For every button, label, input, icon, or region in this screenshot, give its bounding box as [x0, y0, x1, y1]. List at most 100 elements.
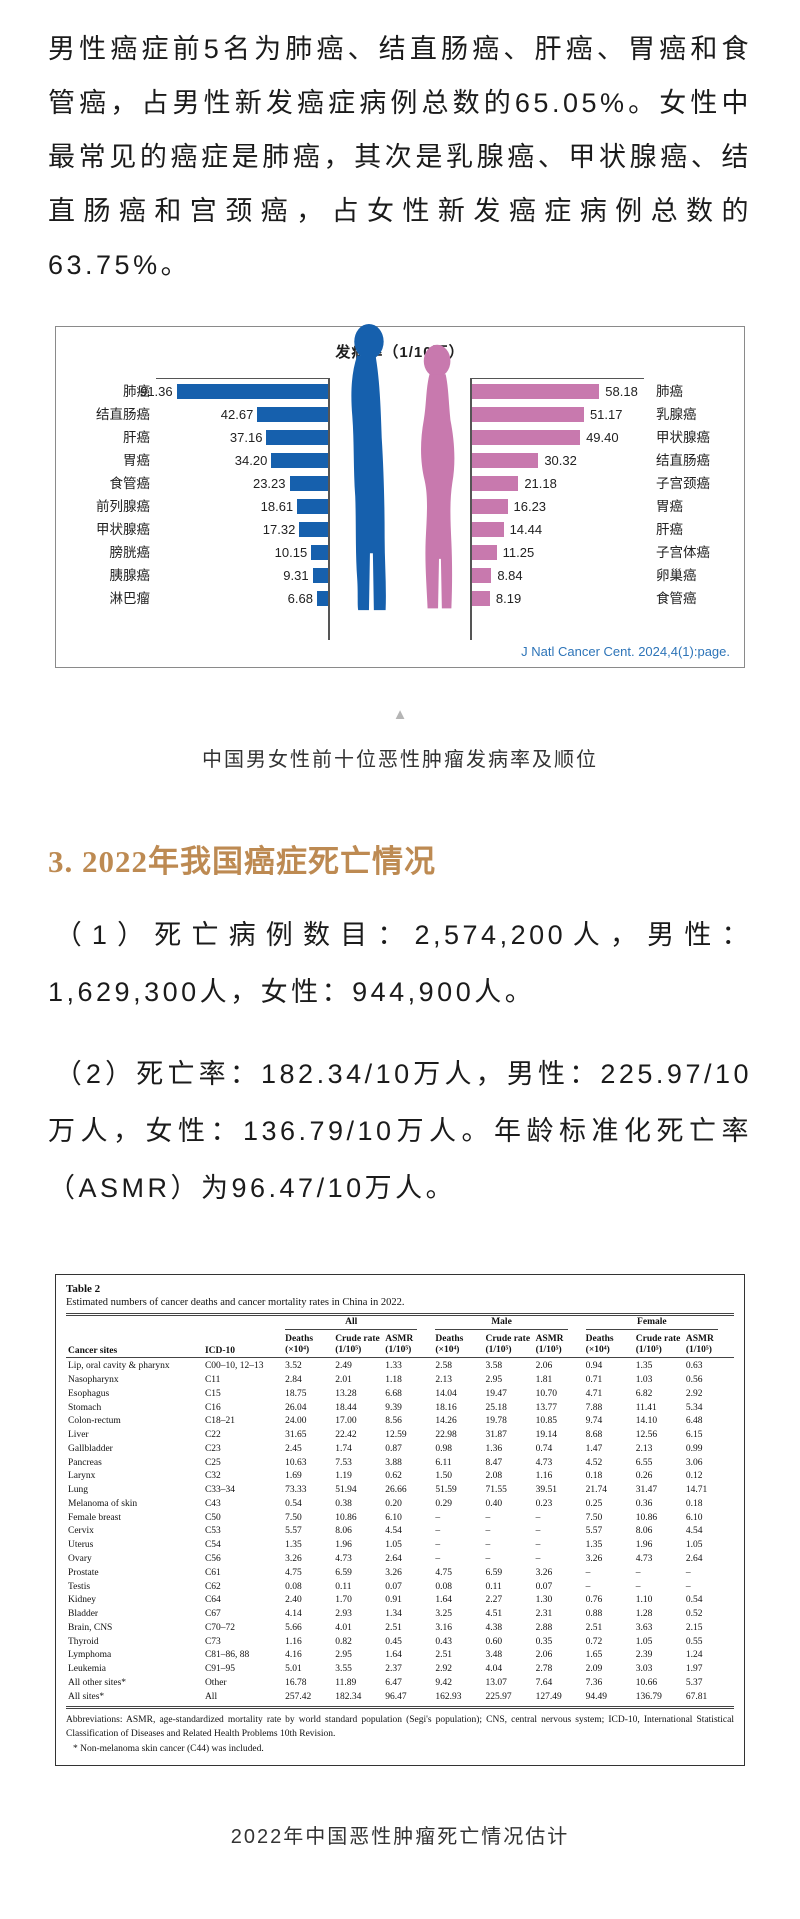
cell-value: 1.33	[385, 1361, 402, 1372]
cell-value: 0.38	[335, 1498, 352, 1509]
cell-value: 1.70	[335, 1595, 352, 1606]
male-bar	[312, 568, 328, 583]
table-row: Lung C33–34 73.33 51.94 26.66 51.59 71.55 39.51…	[66, 1484, 734, 1498]
cell-value: 8.06	[635, 1526, 653, 1537]
cell-value: 10.63	[285, 1457, 307, 1468]
male-bar-row: 91.36	[140, 380, 328, 403]
female-bar-value: 11.25	[502, 545, 535, 560]
cell-value: 0.91	[385, 1595, 402, 1606]
cell-value: 7.50	[285, 1512, 302, 1523]
male-bar-value: 37.16	[229, 430, 263, 445]
cell-value: 11.41	[635, 1402, 657, 1413]
cell-value: 1.50	[435, 1471, 452, 1482]
subheader-male: Crude rate (1/10⁵)	[483, 1333, 534, 1359]
table-row: Pancreas C25 10.63 7.53 3.88 6.11 8.47 4.73 4.52…	[66, 1457, 734, 1471]
cell-value: 26.66	[385, 1485, 407, 1496]
male-bar	[266, 430, 328, 445]
cell-value: 1.97	[685, 1664, 703, 1675]
cell-value: 3.48	[485, 1650, 503, 1661]
cell-value: 0.99	[685, 1443, 703, 1454]
cell-value: –	[685, 1567, 691, 1578]
cell-value: 19.47	[485, 1388, 507, 1399]
cell-value: 13.28	[335, 1388, 357, 1399]
cell-value: 2.45	[285, 1443, 302, 1454]
triangle-marker-icon: ▲	[392, 706, 408, 723]
male-category-label: 结直肠癌	[96, 407, 150, 422]
cell-value: 31.47	[635, 1485, 658, 1496]
cell-value: 0.12	[685, 1471, 703, 1482]
cell-value: 6.59	[485, 1567, 503, 1578]
cell-value: 5.57	[285, 1526, 302, 1537]
chart-caption: 中国男女性前十位恶性肿瘤发病率及顺位	[202, 749, 598, 771]
cell-value: 39.51	[535, 1485, 557, 1496]
cell-value: 19.78	[485, 1416, 507, 1427]
female-category-label: 子宫体癌	[656, 545, 710, 560]
cell-cancer-site: Bladder	[68, 1609, 99, 1620]
subheader-female: ASMR (1/10⁵)	[683, 1333, 734, 1359]
cell-value: 2.92	[435, 1664, 452, 1675]
cell-value: 0.63	[685, 1361, 703, 1372]
male-bar-row: 34.20	[156, 449, 328, 472]
cell-value: 25.18	[485, 1402, 507, 1413]
female-bar	[472, 522, 504, 537]
cell-value: –	[485, 1540, 491, 1551]
female-bar-value: 8.84	[497, 568, 523, 583]
cell-value: 0.76	[585, 1595, 603, 1606]
cell-value: 4.71	[585, 1388, 603, 1399]
table-row: All other sites* Other 16.78 11.89 6.47 9.42 1…	[66, 1677, 734, 1691]
cell-value: C62	[204, 1581, 221, 1592]
cell-value: 0.18	[585, 1471, 603, 1482]
cell-value: 4.54	[385, 1526, 402, 1537]
table-row: Gallbladder C23 2.45 1.74 0.87 0.98 1.36 0.74 1.…	[66, 1443, 734, 1457]
cell-value: 3.55	[335, 1664, 352, 1675]
cell-cancer-site: Colon-rectum	[68, 1416, 121, 1427]
cell-cancer-site: Cervix	[68, 1526, 94, 1537]
cell-value: 7.88	[585, 1402, 603, 1413]
cell-value: 3.26	[285, 1554, 302, 1564]
cell-value: 2.51	[435, 1650, 452, 1661]
cell-cancer-site: Leukemia	[68, 1664, 106, 1675]
cell-value: 0.25	[585, 1498, 603, 1509]
table-row: Kidney C64 2.40 1.70 0.91 1.64 2.27 1.30 0.76 1.1…	[66, 1594, 734, 1608]
male-bar-row: 42.67	[156, 403, 328, 426]
table-header-group-row: Cancer sites ICD-10 All Male Female	[66, 1314, 734, 1359]
cell-cancer-site: Lymphoma	[68, 1650, 112, 1661]
cell-cancer-site: Kidney	[68, 1595, 96, 1606]
female-bar-row: 30.32	[472, 449, 644, 472]
table-row: Nasopharynx C11 2.84 2.01 1.18 2.13 2.95 1.81 0.…	[66, 1374, 734, 1388]
male-bar-value: 10.15	[274, 545, 308, 560]
cell-value: 1.18	[385, 1375, 402, 1386]
cell-value: 2.27	[485, 1595, 503, 1606]
mortality-table-figure: Table 2 Estimated numbers of cancer deat…	[55, 1274, 745, 1766]
cell-value: 9.39	[385, 1402, 402, 1413]
female-bar-value: 30.32	[544, 453, 577, 468]
female-bar	[472, 407, 584, 422]
cell-value: 51.59	[435, 1485, 457, 1496]
cell-cancer-site: Liver	[68, 1430, 89, 1441]
table-row: Cervix C53 5.57 8.06 4.54 – – – 5.57 8.06 4.54	[66, 1525, 734, 1539]
cell-value: –	[435, 1554, 441, 1564]
cell-value: C15	[204, 1388, 221, 1399]
male-bar-value: 6.68	[287, 591, 313, 606]
cell-cancer-site: Lung	[68, 1485, 89, 1496]
cell-value: 5.57	[585, 1526, 603, 1537]
cell-value: 1.74	[335, 1443, 352, 1454]
cell-value: 1.96	[335, 1540, 352, 1551]
cell-cancer-site: All sites*	[68, 1691, 105, 1702]
female-bar-value: 8.19	[495, 591, 522, 606]
cell-value: –	[585, 1581, 591, 1592]
paragraph-death-cases: （1）死亡病例数目：2,574,200人，男性：1,629,300人，女性：94…	[48, 920, 752, 1007]
cell-value: 3.26	[385, 1567, 402, 1578]
male-bar-value: 91.36	[140, 384, 173, 399]
cell-value: 1.36	[485, 1443, 503, 1454]
cell-value: 2.37	[385, 1664, 402, 1675]
cell-value: 1.64	[385, 1650, 402, 1661]
cell-value: 31.87	[485, 1430, 507, 1441]
cell-cancer-site: Melanoma of skin	[68, 1498, 138, 1509]
female-bar-row: 21.18	[472, 472, 644, 495]
cell-value: 3.06	[685, 1457, 703, 1468]
male-bar-row: 23.23	[156, 472, 328, 495]
section-heading: 3. 2022年我国癌症死亡情况	[48, 844, 436, 879]
header-cancer-sites: Cancer sites	[66, 1314, 203, 1359]
